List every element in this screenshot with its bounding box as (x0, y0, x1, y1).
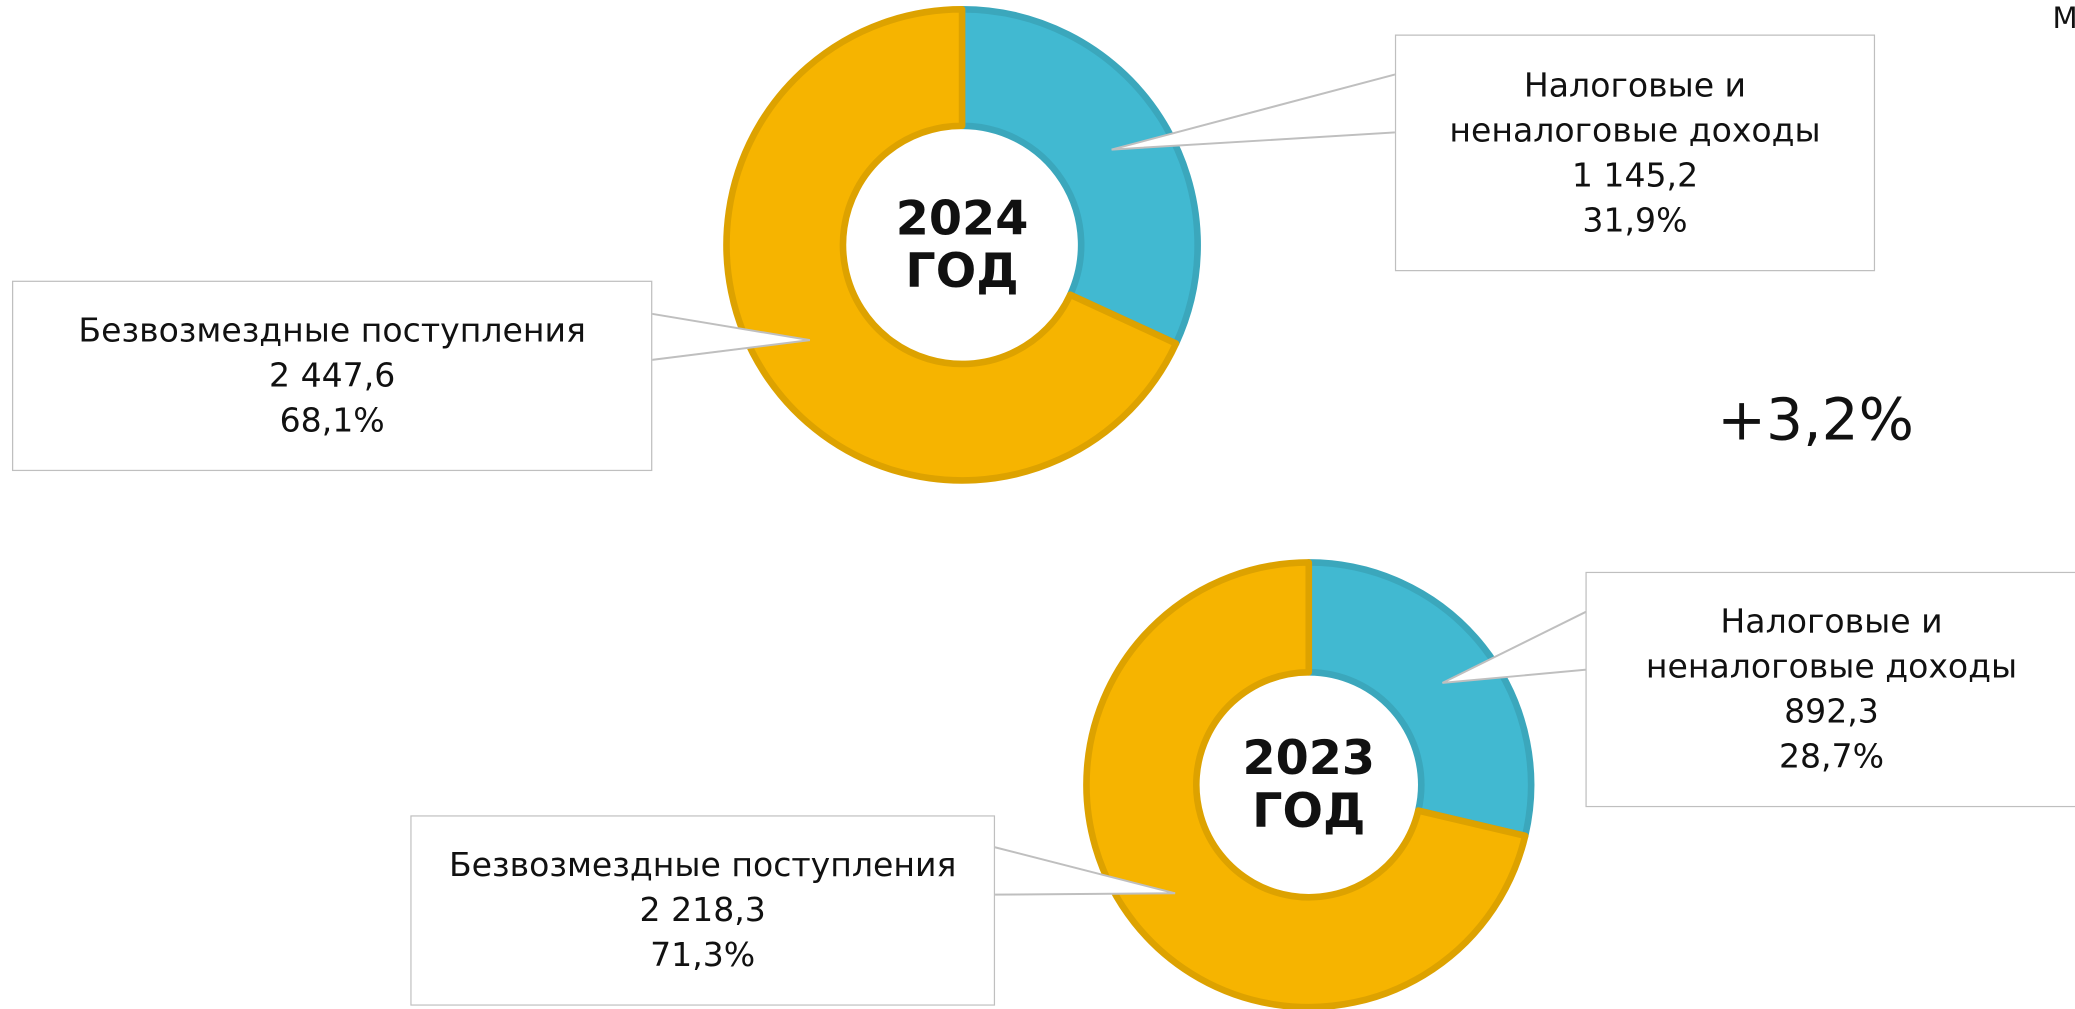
percent-label: 71,3% (650, 935, 756, 975)
value-label: 2 447,6 (269, 356, 396, 395)
center-label-line: 2023 (1243, 731, 1376, 786)
data-label: Налоговые и неналоговые доходы 892,3 28,7% (1585, 571, 2075, 808)
unit-annotation: М (2053, 1, 2075, 35)
change-annotation: +3,2% (1717, 386, 1914, 454)
percent-label: 68,1% (279, 401, 385, 440)
donut-segment (1305, 559, 1535, 840)
center-label: 2023 ГОД (1243, 731, 1376, 839)
label-box: Безвозмездные поступления 2 218,3 71,3% (410, 815, 996, 1006)
data-label: Безвозмездные поступления 2 218,3 71,3% (410, 815, 996, 1006)
center-label-line: ГОД (1252, 784, 1365, 839)
category-label: Налоговые и неналоговые доходы (1645, 602, 2018, 686)
percent-label: 31,9% (1582, 200, 1688, 239)
percent-label: 28,7% (1778, 737, 1885, 776)
value-label: 1 145,2 (1571, 155, 1699, 194)
category-label: Безвозмездные поступления (78, 311, 586, 350)
donut-segment (723, 5, 1180, 484)
value-label: 2 218,3 (639, 890, 766, 930)
data-label: Налоговые и неналоговые доходы 1 145,2 31,… (1394, 34, 1876, 272)
label-box: Налоговые и неналоговые доходы 1 145,2 31,… (1394, 34, 1876, 272)
center-label-line: ГОД (905, 244, 1018, 299)
value-label: 892,3 (1784, 692, 1879, 731)
center-label: 2024 ГОД (896, 191, 1029, 299)
center-label-line: 2024 (896, 191, 1029, 246)
category-label: Налоговые и неналоговые доходы (1449, 65, 1821, 149)
label-box: Безвозмездные поступления 2 447,6 68,1% (11, 280, 653, 472)
label-box: Налоговые и неналоговые доходы 892,3 28,7% (1585, 571, 2075, 808)
donut-segment (1083, 559, 1529, 1009)
category-label: Безвозмездные поступления (448, 845, 957, 885)
data-label: Безвозмездные поступления 2 447,6 68,1% (11, 280, 653, 472)
donut-segment (958, 5, 1201, 347)
